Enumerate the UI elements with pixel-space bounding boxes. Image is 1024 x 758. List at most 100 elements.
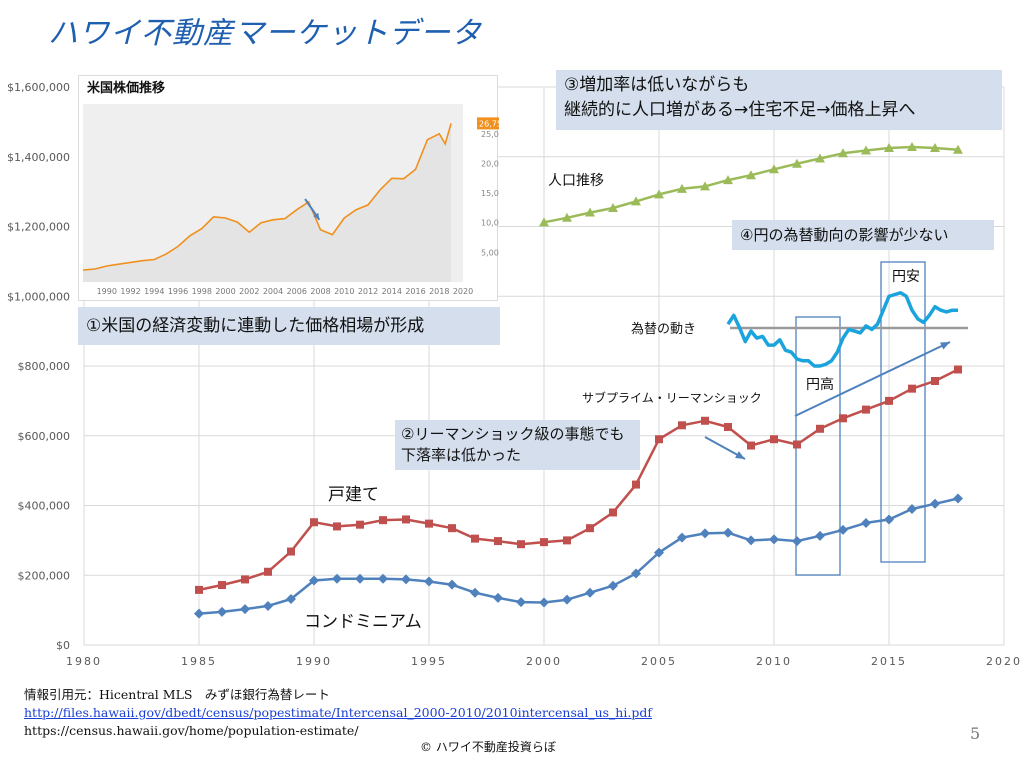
inset-x-tick-label: 2002 [239, 287, 259, 296]
x-tick-label: 2000 [526, 655, 562, 668]
condo-point [378, 573, 388, 584]
inset-stock-line [82, 123, 452, 271]
single-family-point [195, 585, 203, 594]
population-point [631, 196, 641, 206]
y-tick-label: $1,200,000 [7, 221, 70, 234]
exchange-line [726, 291, 958, 368]
yen-weak-box [880, 261, 926, 563]
condo-point [838, 524, 848, 535]
single-family-point [310, 518, 318, 527]
x-tick-label: 2015 [871, 655, 907, 668]
inset-x-tick-label: 2012 [358, 287, 378, 296]
population-point [907, 141, 917, 151]
population-label: 人口推移 [548, 173, 604, 189]
inset-x-tick-label: 2020 [453, 287, 473, 296]
condo-point [355, 573, 365, 584]
y-tick-label: $0 [56, 639, 70, 652]
single-family-point [402, 515, 410, 524]
inset-x-tick-label: 2014 [382, 287, 402, 296]
single-family-point [609, 508, 617, 517]
x-tick-label: 2005 [641, 655, 677, 668]
yen-strong-label: 円高 [806, 377, 834, 393]
single-family-point [908, 384, 916, 393]
condo-point [217, 606, 227, 617]
population-point [654, 189, 664, 199]
inset-x-tick-label: 1996 [168, 287, 188, 296]
condo-point [700, 528, 710, 539]
callout-population-growth: ③増加率は低いながらも 継続的に人口増がある→住宅不足→価格上昇へ [556, 70, 1002, 130]
condo-point [792, 536, 802, 547]
y-tick-label: $800,000 [18, 360, 71, 373]
single-family-point [241, 575, 249, 584]
inset-x-tick-label: 2000 [215, 287, 235, 296]
condo-point [746, 535, 756, 546]
x-tick-label: 2010 [756, 655, 792, 668]
callout-lehman-line1: ②リーマンショック級の事態でも [401, 425, 625, 443]
condo-point [332, 573, 342, 584]
inset-x-tick-label: 2018 [429, 287, 449, 296]
population-point [861, 145, 871, 155]
condo-point [585, 587, 595, 598]
population-point [608, 203, 618, 213]
condo-point [309, 575, 319, 586]
population-point [953, 144, 963, 154]
inset-x-tick-label: 1992 [120, 287, 140, 296]
trend-arrow-head [940, 342, 950, 350]
callout-lehman-line2: 下落率は低かった [401, 446, 522, 464]
x-tick-label: 1990 [296, 655, 332, 668]
population-point [930, 143, 940, 153]
callout-lehman: ②リーマンショック級の事態でも 下落率は低かった [395, 420, 640, 470]
single-family-point [425, 519, 433, 528]
slide-title: ハワイ不動産マーケットデータ [48, 16, 482, 51]
inset-area-fill [83, 123, 452, 283]
single-family-point [770, 435, 778, 444]
condo-point [654, 547, 664, 558]
copyright: © ハワイ不動産投資らぼ [420, 740, 556, 754]
population-point [792, 158, 802, 168]
condo-point [516, 597, 526, 608]
single-family-point [264, 567, 272, 576]
footer-url-1[interactable]: http://files.hawaii.gov/dbedt/census/pop… [24, 705, 652, 720]
population-point [838, 148, 848, 158]
inset-x-tick-label: 1990 [97, 287, 117, 296]
condo-point [286, 593, 296, 604]
stock-inset-chart: 米国株価推移5,00010,00015,00020,00025,00019901… [82, 80, 499, 296]
population-point [677, 183, 687, 193]
callout-economy: ①米国の経済変動に連動した価格相場が形成 [78, 307, 500, 345]
inset-title: 米国株価推移 [87, 80, 165, 96]
condo-point [194, 608, 204, 619]
inset-y-tick-label: 20,000 [481, 159, 499, 168]
population-point [585, 207, 595, 217]
footer-sources: 情報引用元：Hicentral MLS みずほ銀行為替レート http://fi… [24, 686, 652, 740]
single-family-label: 戸建て [328, 485, 379, 505]
x-tick-label: 1980 [66, 655, 102, 668]
inset-y-tick-label: 10,000 [481, 219, 499, 228]
inset-x-tick-label: 2008 [310, 287, 330, 296]
condo-point [953, 493, 963, 504]
population-point [700, 181, 710, 191]
single-family-point [839, 414, 847, 423]
condo-point [631, 568, 641, 579]
trend-arrow [794, 341, 951, 417]
stock-inset-panel: 米国株価推移5,00010,00015,00020,00025,00019901… [78, 75, 499, 301]
inset-y-tick-label: 25,000 [481, 130, 499, 139]
x-tick-label: 1995 [411, 655, 447, 668]
single-family-point [954, 365, 962, 374]
inset-x-tick-label: 1994 [144, 287, 164, 296]
condo-point [723, 527, 733, 538]
condo-point [861, 517, 871, 528]
condo-point [608, 580, 618, 591]
inset-x-tick-label: 2006 [287, 287, 307, 296]
lehman-arrow-head [735, 451, 745, 459]
yen-weak-label: 円安 [892, 269, 920, 285]
single-family-point [885, 396, 893, 405]
inset-last-value-tag [477, 117, 499, 130]
population-point [723, 175, 733, 185]
inset-y-tick-label: 15,000 [481, 189, 499, 198]
callout-yen: ④円の為替動向の影響が少ない [732, 220, 994, 250]
footer-url-2[interactable]: https://census.hawaii.gov/home/populatio… [24, 723, 359, 738]
condo-point [424, 576, 434, 587]
condo-point [263, 600, 273, 611]
inset-y-tick-label: 5,000 [481, 248, 499, 257]
population-line [543, 145, 959, 224]
